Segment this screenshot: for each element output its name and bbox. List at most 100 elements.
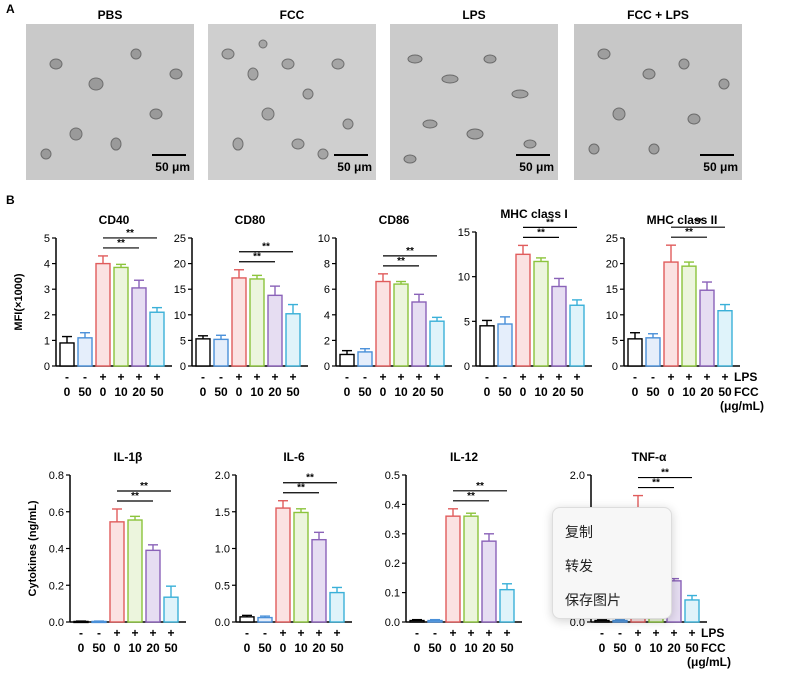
context-menu-copy[interactable]: 复制 (565, 525, 593, 541)
y-axis-label: Cytokines (ng/mL) (27, 500, 39, 596)
lps-label: + (449, 626, 456, 640)
fcc-label: 0 (200, 385, 207, 399)
y-tick-label: 20 (606, 259, 618, 271)
lps-label: + (537, 370, 544, 384)
y-tick-label: 10 (174, 310, 186, 322)
significance-label: ** (306, 473, 314, 484)
bar (163, 596, 179, 623)
lps-label: + (379, 370, 386, 384)
lps-label: + (634, 626, 641, 640)
y-tick-label: 0.2 (385, 558, 400, 570)
fcc-label: 0 (78, 641, 85, 655)
bar (149, 311, 165, 367)
y-tick-label: 0.3 (385, 529, 400, 541)
fcc-label: 50 (685, 641, 699, 655)
fcc-label: 20 (552, 385, 566, 399)
lps-label: + (555, 370, 562, 384)
significance-label: ** (140, 481, 148, 492)
bar (681, 265, 697, 367)
bar (645, 337, 661, 367)
fcc-label: 0 (344, 385, 351, 399)
fcc-label: 20 (268, 385, 282, 399)
significance-label: ** (546, 217, 554, 228)
y-tick-label: 0.4 (49, 544, 64, 556)
lps-label: + (113, 626, 120, 640)
fcc-label: 50 (164, 641, 178, 655)
fcc-label: 20 (412, 385, 426, 399)
chart-title: CD86 (379, 213, 410, 227)
y-tick-label: 0 (464, 361, 470, 373)
bar (393, 283, 409, 367)
lps-label: + (135, 370, 142, 384)
bar (445, 515, 461, 623)
bar (113, 266, 129, 367)
significance-label: ** (476, 481, 484, 492)
significance-label: ** (661, 468, 669, 479)
fcc-label: 0 (450, 641, 457, 655)
lps-label: + (333, 626, 340, 640)
y-tick-label: 0.0 (570, 617, 585, 629)
context-menu-forward[interactable]: 转发 (565, 559, 593, 575)
fcc-label: 10 (682, 385, 696, 399)
lps-label: + (573, 370, 580, 384)
bar (275, 507, 291, 623)
fcc-label: 0 (236, 385, 243, 399)
fcc-label: 10 (534, 385, 548, 399)
y-tick-label: 5 (464, 316, 470, 328)
y-tick-label: 0.5 (215, 580, 230, 592)
fcc-label: 50 (214, 385, 228, 399)
chart-title: TNF-α (632, 450, 667, 464)
y-tick-label: 0.0 (385, 617, 400, 629)
lps-label: + (703, 370, 710, 384)
fcc-row-label: FCC (701, 641, 726, 655)
bar (717, 310, 733, 367)
fcc-label: 50 (613, 641, 627, 655)
lps-label: - (219, 370, 223, 384)
fcc-label: 50 (78, 385, 92, 399)
significance-label: ** (253, 252, 261, 263)
y-tick-label: 2.0 (570, 470, 585, 482)
lps-label: - (97, 626, 101, 640)
y-tick-label: 25 (606, 233, 618, 245)
lps-label: - (79, 626, 83, 640)
fcc-label: 50 (498, 385, 512, 399)
y-tick-label: 5 (612, 335, 618, 347)
bar (515, 253, 531, 367)
lps-label: - (618, 626, 622, 640)
context-menu: 复制 转发 保存图片 (552, 507, 672, 619)
bar (77, 337, 93, 367)
bar (409, 619, 425, 623)
lps-row-label: LPS (701, 626, 724, 640)
bar (293, 511, 309, 623)
lps-label: + (149, 626, 156, 640)
lps-label: + (670, 626, 677, 640)
bar (285, 313, 301, 367)
unit-label: (μg/mL) (687, 655, 731, 669)
lps-label: + (315, 626, 322, 640)
bar (311, 538, 327, 623)
fcc-label: 10 (128, 641, 142, 655)
fcc-label: 10 (464, 641, 478, 655)
chart-title: CD80 (235, 213, 266, 227)
fcc-label: 50 (92, 641, 106, 655)
y-tick-label: 0 (180, 361, 186, 373)
bar (569, 304, 585, 367)
y-tick-label: 5 (44, 233, 50, 245)
y-tick-label: 1.0 (215, 544, 230, 556)
y-tick-label: 0 (612, 361, 618, 373)
y-tick-label: 0.6 (49, 507, 64, 519)
fcc-label: 0 (100, 385, 107, 399)
lps-label: - (485, 370, 489, 384)
y-tick-label: 0.1 (385, 588, 400, 600)
y-tick-label: 15 (174, 284, 186, 296)
fcc-label: 0 (484, 385, 491, 399)
scale-bar (334, 154, 368, 156)
lps-label: + (253, 370, 260, 384)
context-menu-save-image[interactable]: 保存图片 (565, 593, 621, 609)
lps-label: - (600, 626, 604, 640)
significance-label: ** (652, 478, 660, 489)
y-tick-label: 20 (174, 259, 186, 271)
bar (551, 285, 567, 367)
panel-b-label: B (6, 193, 15, 207)
bar (481, 540, 497, 623)
